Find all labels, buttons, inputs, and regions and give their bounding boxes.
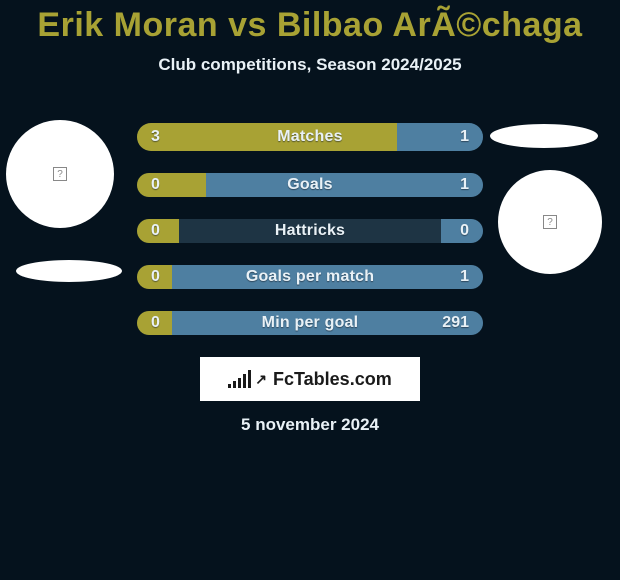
stat-label: Matches <box>277 128 342 146</box>
arrow-icon: ↗ <box>255 371 267 388</box>
player-right-avatar: ? <box>498 170 602 274</box>
subtitle: Club competitions, Season 2024/2025 <box>0 55 620 75</box>
stat-value-left: 0 <box>151 222 160 240</box>
stat-value-right: 291 <box>442 314 469 332</box>
stat-label: Hattricks <box>275 222 345 240</box>
stat-fill-left <box>137 173 206 197</box>
stat-value-left: 0 <box>151 314 160 332</box>
player-left-avatar: ? <box>6 120 114 228</box>
stat-track: 3 1 Matches <box>137 123 483 151</box>
stat-track: 0 1 Goals per match <box>137 265 483 289</box>
stat-row: 0 1 Goals per match <box>137 265 483 289</box>
player-left-shadow <box>16 260 122 282</box>
brand-logo: ↗ FcTables.com <box>200 357 420 401</box>
stat-value-right: 0 <box>460 222 469 240</box>
stat-label: Min per goal <box>262 314 359 332</box>
player-right-avatar-group: ? <box>498 170 602 274</box>
comparison-card: Erik Moran vs Bilbao ArÃ©chaga Club comp… <box>0 0 620 580</box>
stat-row: 0 291 Min per goal <box>137 311 483 335</box>
image-placeholder-icon: ? <box>543 215 557 229</box>
page-title: Erik Moran vs Bilbao ArÃ©chaga <box>0 6 620 45</box>
stat-fill-right <box>397 123 484 151</box>
stat-value-right: 1 <box>460 268 469 286</box>
stat-row: 3 1 Matches <box>137 123 483 151</box>
stat-label: Goals <box>287 176 332 194</box>
stat-track: 0 1 Goals <box>137 173 483 197</box>
bar-chart-icon <box>228 370 251 388</box>
player-left-avatar-group: ? <box>6 120 114 228</box>
stat-value-right: 1 <box>460 176 469 194</box>
date-text: 5 november 2024 <box>0 415 620 435</box>
brand-name: FcTables.com <box>273 369 392 390</box>
stat-track: 0 0 Hattricks <box>137 219 483 243</box>
stat-fill-right <box>206 173 483 197</box>
stat-row: 0 1 Goals <box>137 173 483 197</box>
player-right-shadow <box>490 124 598 148</box>
stat-track: 0 291 Min per goal <box>137 311 483 335</box>
stat-row: 0 0 Hattricks <box>137 219 483 243</box>
stat-label: Goals per match <box>246 268 374 286</box>
stat-value-right: 1 <box>460 128 469 146</box>
stat-value-left: 0 <box>151 176 160 194</box>
image-placeholder-icon: ? <box>53 167 67 181</box>
stat-value-left: 3 <box>151 128 160 146</box>
stat-fill-left <box>137 123 397 151</box>
stats-area: 3 1 Matches 0 1 Goals 0 0 Hattricks 0 1 Goals per m… <box>137 123 483 335</box>
stat-value-left: 0 <box>151 268 160 286</box>
